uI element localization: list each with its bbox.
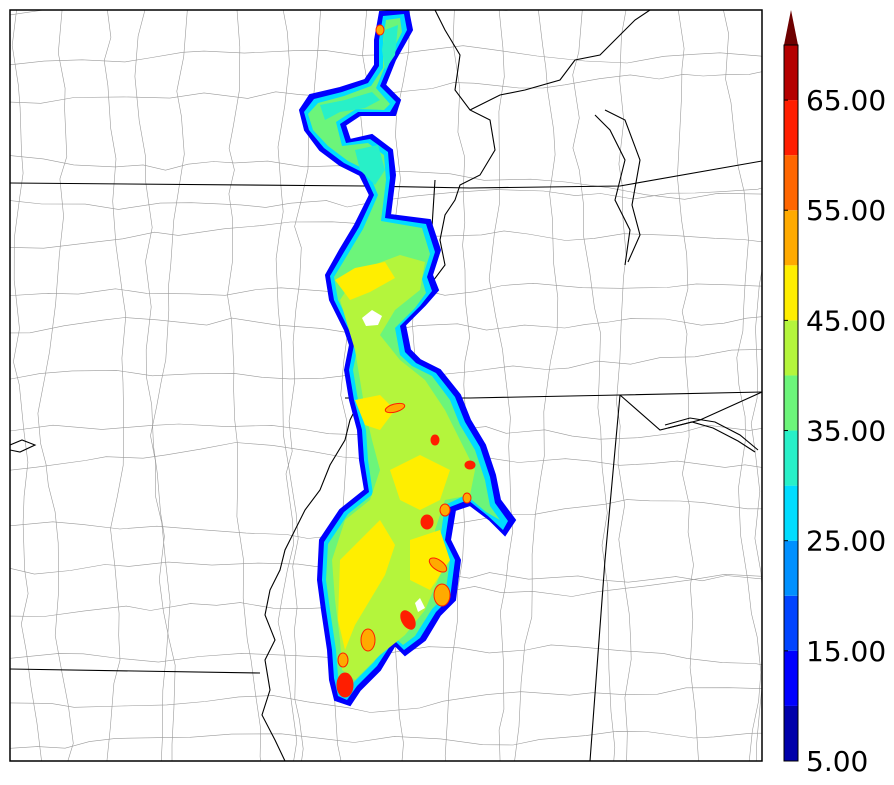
colorbar-bin (784, 430, 798, 486)
colorbar-tick-labels: 5.00 15.00 25.00 35.00 45.00 55.00 65.00 (806, 84, 886, 778)
colorbar-bins (784, 45, 798, 761)
colorbar-bin (784, 375, 798, 431)
colorbar-bin (784, 155, 798, 211)
peak-cell (430, 434, 440, 446)
field-hole (415, 598, 425, 612)
county-boundary (37, 10, 74, 761)
colorbar-tick-label: 5.00 (806, 745, 868, 778)
colorbar-tick-label: 25.00 (806, 525, 886, 558)
county-boundary (514, 10, 559, 761)
colorbar-tick-label: 45.00 (806, 304, 886, 337)
county-boundary (723, 10, 762, 761)
county-boundary (150, 10, 188, 761)
colorbar-tick-label: 35.00 (806, 415, 886, 448)
river-southeast (664, 417, 759, 451)
county-boundary (103, 10, 127, 761)
county-boundary (11, 10, 42, 761)
colorbar-tick-label: 55.00 (806, 194, 886, 227)
state-boundary-south (10, 668, 261, 674)
field-high-region (335, 262, 450, 650)
county-boundary (275, 10, 304, 761)
river-southeast-2 (667, 421, 756, 453)
county-boundary (134, 10, 176, 761)
county-boundary (750, 268, 762, 761)
map-plot-area (10, 10, 762, 761)
county-boundary (10, 644, 762, 666)
peak-cell (464, 460, 476, 470)
colorbar-bin (784, 705, 798, 761)
colorbar-bin (784, 650, 798, 706)
colorbar-ticks (784, 99, 788, 762)
peak-cell (420, 514, 434, 530)
peak-cell (439, 503, 451, 517)
county-boundary (677, 10, 699, 761)
colorbar-bin (784, 45, 798, 101)
county-boundary (488, 10, 514, 761)
peak-cell (360, 628, 376, 652)
reflectivity-field (298, 10, 517, 707)
colorbar-bin (784, 265, 798, 321)
map-frame (9, 9, 763, 762)
county-boundary (10, 687, 762, 713)
colorbar-tick-label: 65.00 (806, 84, 886, 117)
peak-cell (384, 402, 406, 414)
county-boundary (227, 10, 262, 761)
colorbar-frame (783, 44, 799, 762)
county-boundary (10, 71, 762, 104)
county-boundary (444, 10, 470, 761)
peak-cell (375, 24, 385, 36)
field-hole (362, 310, 382, 326)
peak-cell (462, 492, 472, 504)
county-boundary (10, 187, 762, 210)
colorbar-bin (784, 485, 798, 541)
colorbar-extension-arrow (784, 10, 798, 45)
peak-cell (428, 557, 448, 573)
county-boundary (10, 316, 762, 335)
field-peak-cells (336, 24, 476, 698)
tributary-river-east (594, 114, 631, 266)
county-boundary (277, 10, 321, 761)
state-boundary-north (10, 160, 762, 189)
colorbar: 5.00 15.00 25.00 35.00 45.00 55.00 65.00 (783, 10, 886, 778)
tributary-river-north (469, 10, 651, 111)
river-west-stub (10, 439, 37, 453)
colorbar-bin (784, 210, 798, 266)
state-boundary-east-diagonal (589, 394, 621, 761)
peak-cell (400, 610, 416, 630)
colorbar-bin (784, 595, 798, 651)
colorbar-tick-label: 15.00 (806, 635, 886, 668)
county-boundary (572, 10, 616, 761)
colorbar-bin (784, 100, 798, 156)
county-boundary (10, 730, 762, 749)
peak-cell (336, 672, 354, 698)
colorbar-bin (784, 320, 798, 376)
peak-cell (337, 652, 349, 668)
tributary-river-east-2 (604, 109, 641, 263)
peak-cell (433, 583, 451, 607)
field-north-cell (320, 25, 398, 185)
colorbar-bin (784, 540, 798, 596)
